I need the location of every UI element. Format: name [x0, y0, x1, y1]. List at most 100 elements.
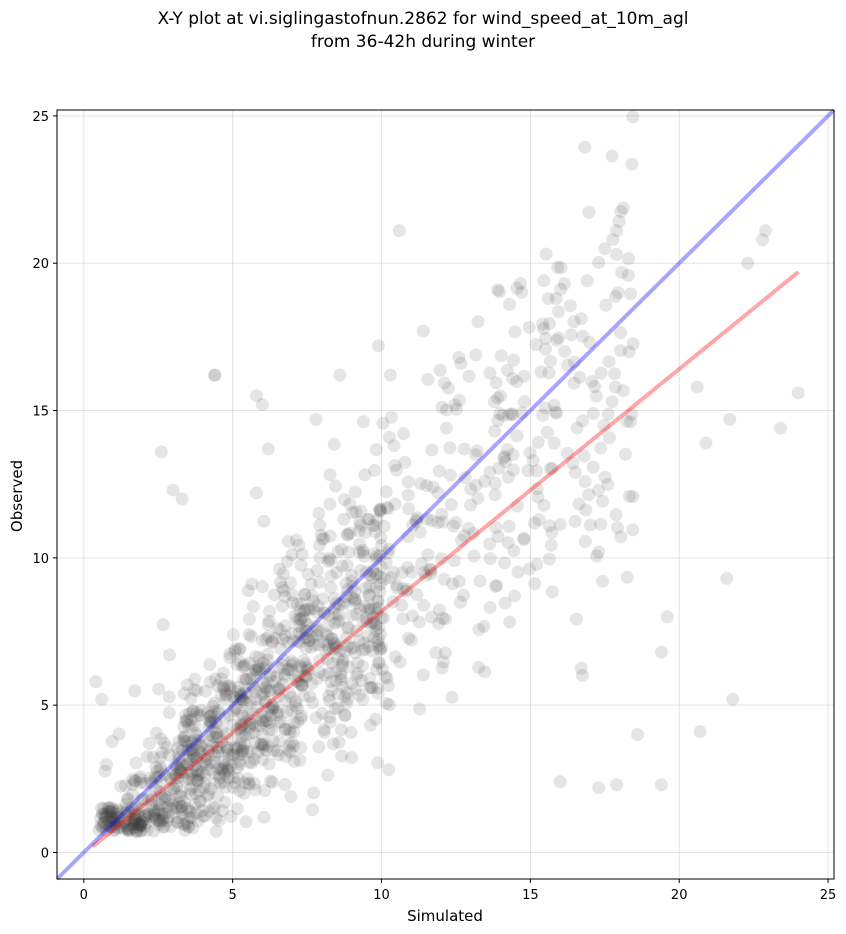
scatter-point — [201, 720, 215, 734]
scatter-point — [261, 676, 275, 690]
scatter-point — [183, 743, 197, 757]
scatter-point — [477, 619, 491, 633]
scatter-point — [271, 744, 285, 758]
scatter-point — [125, 801, 139, 815]
scatter-point — [298, 588, 312, 602]
scatter-point — [226, 771, 240, 785]
scatter-point — [249, 663, 263, 677]
scatter-point — [375, 640, 389, 654]
scatter-point — [362, 681, 376, 695]
scatter-point — [101, 801, 115, 815]
scatter-point — [331, 701, 345, 715]
scatter-point — [155, 813, 169, 827]
scatter-point — [339, 631, 353, 645]
scatter-point — [102, 804, 116, 818]
scatter-point — [356, 614, 370, 628]
scatter-point — [369, 552, 383, 566]
scatter-point — [741, 256, 755, 270]
scatter-point — [127, 814, 141, 828]
scatter-point — [325, 656, 339, 670]
scatter-point — [226, 748, 240, 762]
scatter-point — [586, 407, 600, 421]
scatter-point — [614, 530, 628, 544]
scatter-point — [311, 623, 325, 637]
scatter-point — [209, 811, 223, 825]
scatter-point — [203, 658, 217, 672]
scatter-point — [247, 726, 261, 740]
scatter-point — [478, 474, 492, 488]
scatter-point — [152, 818, 166, 832]
scatter-point — [528, 577, 542, 591]
scatter-point — [197, 781, 211, 795]
scatter-point — [218, 759, 232, 773]
scatter-point — [380, 501, 394, 515]
scatter-point — [393, 655, 407, 669]
scatter-point — [246, 717, 260, 731]
scatter-point — [108, 817, 122, 831]
scatter-point — [177, 720, 191, 734]
scatter-point — [346, 591, 360, 605]
scatter-point — [589, 389, 603, 403]
scatter-point — [97, 801, 111, 815]
scatter-point — [174, 785, 188, 799]
scatter-point — [542, 552, 556, 566]
x-tick-label: 0 — [80, 888, 88, 903]
scatter-point — [228, 700, 242, 714]
scatter-point — [202, 714, 216, 728]
scatter-point — [278, 777, 292, 791]
scatter-point — [221, 743, 235, 757]
scatter-point — [233, 687, 247, 701]
scatter-point — [287, 754, 301, 768]
scatter-point — [501, 470, 515, 484]
scatter-point — [232, 680, 246, 694]
scatter-point — [205, 708, 219, 722]
scatter-point — [452, 393, 466, 407]
scatter-point — [205, 715, 219, 729]
scatter-point — [232, 755, 246, 769]
scatter-point — [247, 680, 261, 694]
scatter-point — [372, 339, 386, 353]
scatter-point — [298, 603, 312, 617]
scatter-point — [233, 642, 247, 656]
scatter-point — [501, 536, 515, 550]
scatter-point — [181, 758, 195, 772]
scatter-point — [362, 589, 376, 603]
scatter-point — [164, 820, 178, 834]
scatter-point — [153, 814, 167, 828]
scatter-point — [374, 539, 388, 553]
scatter-point — [185, 764, 199, 778]
scatter-point — [352, 634, 366, 648]
scatter-point — [287, 657, 301, 671]
scatter-point — [435, 661, 449, 675]
scatter-point — [178, 714, 192, 728]
scatter-point — [120, 819, 134, 833]
scatter-point — [175, 800, 189, 814]
scatter-point — [530, 482, 544, 496]
scatter-point — [436, 655, 450, 669]
scatter-point — [242, 777, 256, 791]
scatter-point — [128, 802, 142, 816]
scatter-point — [324, 569, 338, 583]
scatter-point — [564, 328, 578, 342]
scatter-point — [594, 517, 608, 531]
scatter-point — [506, 353, 520, 367]
scatter-point — [324, 553, 338, 567]
scatter-point — [235, 729, 249, 743]
scatter-point — [378, 670, 392, 684]
scatter-point — [317, 723, 331, 737]
scatter-point — [247, 777, 261, 791]
scatter-point — [494, 349, 508, 363]
scatter-point — [492, 461, 506, 475]
scatter-point — [165, 798, 179, 812]
scatter-point — [523, 446, 537, 460]
scatter-point — [275, 658, 289, 672]
scatter-point — [419, 568, 433, 582]
scatter-point — [498, 449, 512, 463]
scatter-point — [429, 646, 443, 660]
scatter-point — [283, 725, 297, 739]
scatter-point — [436, 515, 450, 529]
scatter-point — [172, 754, 186, 768]
scatter-point — [295, 709, 309, 723]
scatter-point — [255, 713, 269, 727]
scatter-point — [310, 606, 324, 620]
